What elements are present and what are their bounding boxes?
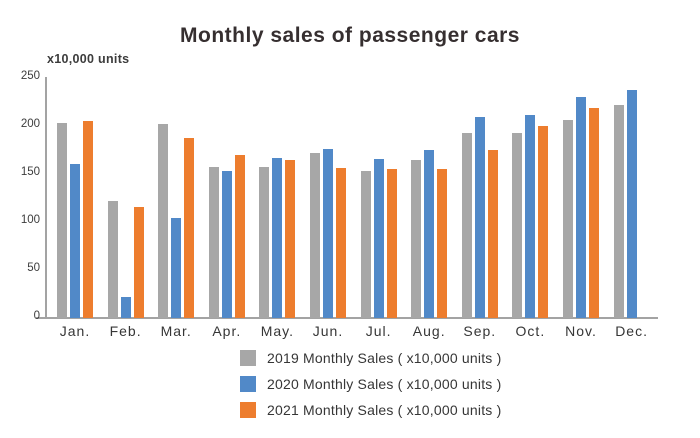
x-tick-label-dec: Dec.: [615, 323, 648, 339]
bar-feb-2021: [133, 206, 144, 318]
bar-sep-2020: [474, 117, 485, 318]
x-axis-line: [36, 317, 658, 319]
legend-label: 2019 Monthly Sales ( x10,000 units ): [267, 350, 502, 366]
bar-may-2021: [285, 159, 296, 318]
x-tick-label-sep: Sep.: [463, 323, 497, 339]
x-tick-label-apr: Apr.: [212, 323, 242, 339]
bar-mar-2021: [184, 137, 195, 318]
y-tick-label-100: 100: [20, 214, 40, 226]
chart-legend: 2019 Monthly Sales ( x10,000 units ) 2020…: [240, 350, 501, 418]
bar-jul-2020: [373, 158, 384, 318]
x-tick-label-may: May.: [260, 323, 295, 339]
bar-feb-2020: [120, 296, 131, 318]
x-tick-label-mar: Mar.: [160, 323, 192, 339]
bar-jan-2019: [57, 123, 67, 318]
bar-may-2020: [272, 157, 283, 318]
bar-aug-2020: [424, 150, 435, 318]
bar-jun-2019: [310, 152, 320, 318]
y-tick-label-50: 50: [27, 262, 40, 274]
bar-aug-2019: [411, 159, 422, 318]
bar-jun-2020: [323, 149, 333, 318]
bar-jul-2021: [386, 169, 397, 318]
legend-swatch-icon: [240, 350, 256, 366]
bar-apr-2019: [208, 167, 219, 318]
bar-nov-2019: [563, 120, 573, 318]
bar-dec-2020: [626, 90, 637, 318]
x-tick-label-jun: Jun.: [312, 323, 344, 339]
bar-jul-2019: [360, 171, 371, 318]
bar-oct-2020: [525, 115, 536, 318]
y-tick-label-250: 250: [20, 70, 40, 82]
bar-mar-2020: [171, 218, 182, 318]
bar-jun-2021: [336, 168, 346, 318]
bar-mar-2019: [158, 124, 169, 318]
y-axis-unit-label: x10,000 units: [47, 52, 130, 66]
chart-title: Monthly sales of passenger cars: [180, 24, 520, 47]
legend-label: 2020 Monthly Sales ( x10,000 units ): [267, 376, 502, 392]
bar-oct-2021: [538, 126, 549, 318]
bar-may-2019: [259, 167, 270, 318]
bar-nov-2021: [589, 107, 599, 318]
legend-item-2019: 2019 Monthly Sales ( x10,000 units ): [240, 350, 501, 366]
legend-swatch-icon: [240, 402, 256, 418]
legend-label: 2021 Monthly Sales ( x10,000 units ): [267, 402, 502, 418]
bar-feb-2019: [107, 200, 118, 318]
legend-item-2020: 2020 Monthly Sales ( x10,000 units ): [240, 376, 501, 392]
x-tick-label-nov: Nov.: [565, 323, 597, 339]
x-tick-label-feb: Feb.: [109, 323, 142, 339]
y-tick-label-0: 0: [33, 310, 40, 322]
x-tick-label-jul: Jul.: [365, 323, 392, 339]
bar-sep-2021: [487, 150, 498, 318]
y-axis-line: [45, 77, 47, 319]
bar-sep-2019: [461, 132, 472, 318]
y-tick-label-200: 200: [20, 118, 40, 130]
legend-item-2021: 2021 Monthly Sales ( x10,000 units ): [240, 402, 501, 418]
bar-apr-2021: [234, 154, 245, 318]
bar-dec-2019: [613, 104, 624, 318]
bar-nov-2020: [576, 97, 586, 318]
bar-oct-2019: [512, 132, 523, 318]
y-tick-label-150: 150: [20, 166, 40, 178]
bar-jan-2021: [83, 121, 93, 318]
x-tick-label-jan: Jan.: [59, 323, 91, 339]
bar-jan-2020: [70, 164, 80, 318]
bar-aug-2021: [437, 169, 448, 318]
legend-swatch-icon: [240, 376, 256, 392]
x-tick-label-oct: Oct.: [515, 323, 546, 339]
bar-apr-2020: [221, 171, 232, 318]
x-tick-label-aug: Aug.: [412, 323, 446, 339]
